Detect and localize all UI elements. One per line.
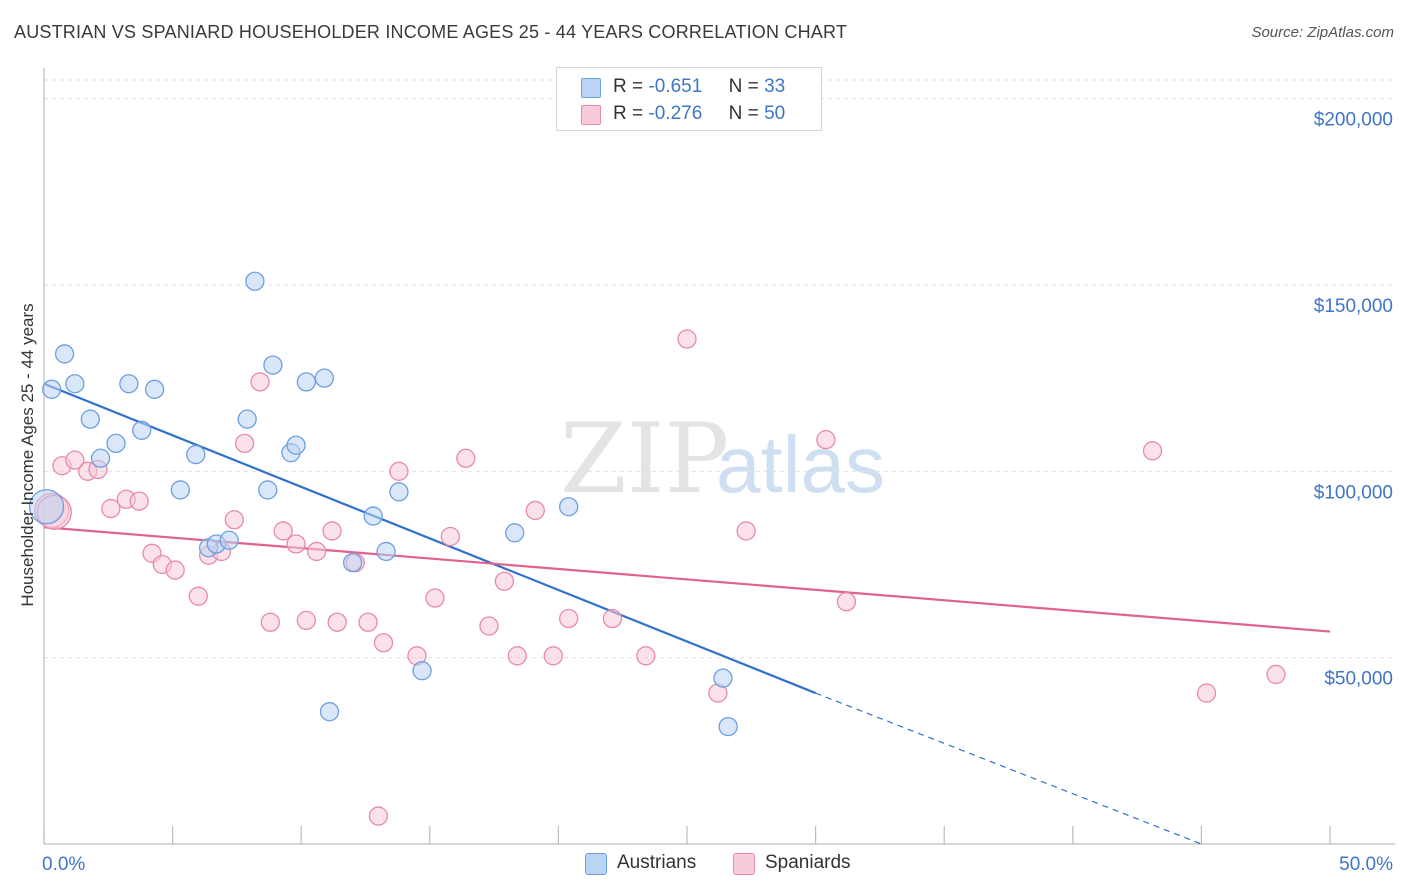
austrians-point (258, 480, 278, 500)
spaniards-point (736, 521, 756, 541)
spaniards-point (165, 560, 185, 580)
austrians-point (505, 523, 525, 543)
spaniards-point (836, 592, 857, 612)
spaniards-point (368, 806, 389, 826)
y-tick-label: $100,000 (1314, 482, 1393, 503)
austrians-point (119, 374, 139, 394)
austrians-point (314, 368, 334, 388)
spaniards-swatch (733, 853, 755, 875)
legend-r-value: -0.651 (648, 76, 703, 97)
spaniards-point (525, 500, 545, 521)
austrians-point (263, 355, 283, 375)
spaniards-point (322, 521, 342, 541)
austrians-point (296, 372, 316, 392)
spaniards-label: Spaniards (765, 852, 851, 873)
legend-n-value: 50 (764, 103, 786, 124)
spaniards-point (188, 586, 208, 606)
spaniards-point (494, 571, 515, 591)
spaniards-point (101, 498, 121, 519)
spaniards-point (456, 448, 476, 468)
austrians-point (713, 668, 733, 688)
x-tick-label: 50.0% (1339, 854, 1393, 875)
y-tick-label: $200,000 (1314, 110, 1393, 131)
austrians-point (28, 489, 65, 525)
legend-n-label: N = (728, 103, 759, 124)
austrians-swatch (585, 853, 607, 875)
spaniards-point (677, 329, 697, 349)
spaniards-point (358, 612, 378, 632)
austrians-point (286, 435, 306, 455)
spaniards-point (327, 612, 347, 632)
austrians-point (90, 448, 111, 468)
y-tick-label: $50,000 (1324, 669, 1393, 690)
austrians-point (170, 480, 190, 500)
chart-title: AUSTRIAN VS SPANIARD HOUSEHOLDER INCOME … (14, 22, 848, 42)
austrians-point (245, 271, 265, 291)
austrians-point (376, 541, 396, 562)
spaniards-point (260, 612, 280, 632)
x-tick-label: 0.0% (42, 854, 85, 875)
austrians-point (42, 379, 62, 399)
spaniards-point (507, 646, 527, 666)
austrians-point (65, 374, 85, 394)
austrians-point (718, 716, 738, 737)
spaniards-point (559, 608, 579, 629)
spaniards-point (602, 608, 623, 629)
spaniards-point (389, 461, 409, 481)
watermark-atlas: atlas (716, 420, 885, 509)
y-axis-label: Householder Income Ages 25 - 44 years (18, 303, 37, 607)
legend-r-label: R = (613, 103, 644, 124)
austrians-point (106, 433, 126, 454)
source-label: Source: ZipAtlas.com (1251, 24, 1394, 41)
austrians-point (144, 379, 165, 399)
austrians-trend-extension (815, 692, 1202, 845)
spaniards-point (479, 616, 499, 636)
spaniards-point (224, 510, 244, 530)
austrians-point (219, 530, 239, 550)
spaniards-point (636, 646, 656, 666)
spaniards-point (306, 541, 327, 562)
series-legend: Austrians Spaniards (0, 852, 1406, 878)
austrians-point (54, 344, 75, 364)
spaniards-point (273, 521, 293, 541)
spaniards-point (65, 450, 85, 470)
spaniards-point (286, 534, 306, 554)
spaniards-point (425, 588, 445, 608)
spaniards-point (296, 610, 316, 631)
watermark-zip: ZIP (560, 403, 729, 515)
austrians-point (319, 702, 340, 722)
spaniards-point (373, 633, 394, 653)
austrians-point (237, 409, 257, 429)
stats-legend: R = -0.651 N = 33 R = -0.276 N = 50 (556, 67, 822, 131)
spaniards-point (1142, 441, 1163, 461)
legend-swatch-spaniards (581, 105, 601, 125)
spaniards-point (816, 429, 836, 450)
legend-r-value: -0.276 (648, 103, 703, 124)
spaniards-point (1266, 664, 1286, 685)
austrians-point (132, 420, 152, 440)
legend-n-label: N = (728, 76, 759, 97)
austrians-point (363, 506, 383, 526)
spaniards-point (129, 491, 149, 511)
austrians-point (412, 661, 432, 681)
austrians-trend-line (43, 382, 817, 695)
austrians-point (186, 444, 206, 465)
austrians-point (389, 482, 409, 502)
spaniards-point (234, 433, 255, 454)
austrians-point (559, 497, 579, 517)
legend-n-value: 33 (764, 76, 786, 97)
spaniards-point (250, 372, 270, 392)
austrians-label: Austrians (617, 852, 697, 873)
legend-swatch-austrians (581, 78, 601, 98)
spaniards-trend-line (43, 526, 1331, 633)
austrians-point (80, 409, 100, 429)
spaniards-point (440, 526, 461, 547)
spaniards-point (1196, 683, 1217, 703)
austrians-point (342, 552, 363, 573)
spaniards-point (543, 646, 563, 666)
legend-r-label: R = (613, 76, 644, 97)
y-tick-label: $150,000 (1314, 296, 1393, 317)
